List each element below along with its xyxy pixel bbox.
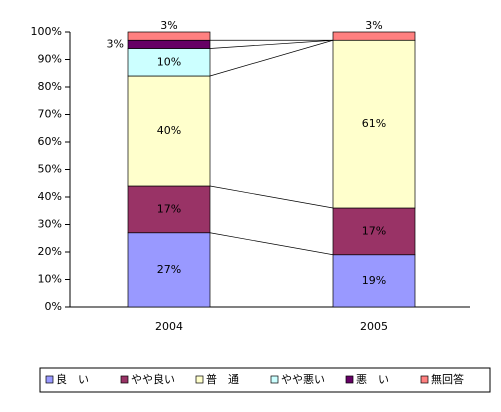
bar-segment	[332, 39, 416, 209]
legend-label: 普 通	[206, 372, 239, 386]
legend-swatch	[345, 375, 354, 384]
y-tick-label: 100%	[31, 25, 62, 38]
legend-swatch	[45, 375, 54, 384]
bar-segment	[127, 75, 211, 187]
bar-segment	[332, 207, 416, 256]
legend-label: 良 い	[56, 372, 89, 386]
series-line	[209, 39, 334, 77]
y-tick-label: 10%	[38, 273, 62, 286]
data-label: 19%	[362, 274, 386, 287]
legend-label: やや良い	[131, 372, 175, 386]
x-tick-label: 2004	[155, 320, 183, 333]
data-label: 61%	[362, 117, 386, 130]
y-tick-label: 60%	[38, 135, 62, 148]
legend-box	[39, 367, 491, 393]
data-label: 17%	[362, 224, 386, 237]
bar-segment	[332, 31, 416, 41]
bar-segment	[127, 48, 211, 77]
bar-segment	[127, 31, 211, 41]
bar-segment	[127, 185, 211, 234]
y-tick-label: 0%	[45, 300, 62, 313]
legend-swatch	[120, 375, 129, 384]
y-tick-label: 30%	[38, 218, 62, 231]
series-line	[209, 185, 334, 209]
legend-swatch	[420, 375, 429, 384]
legend-swatch	[195, 375, 204, 384]
y-tick-label: 90%	[38, 53, 62, 66]
legend-label: 悪 い	[356, 373, 389, 386]
bar-segment	[127, 232, 211, 308]
data-label: 3%	[160, 19, 177, 32]
series-line	[209, 39, 334, 49]
bar-segment	[127, 39, 211, 49]
legend-swatch	[270, 375, 279, 384]
data-label: 27%	[157, 263, 181, 276]
data-label: 3%	[107, 37, 124, 50]
legend-label: やや悪い	[281, 373, 325, 386]
bar-segment	[332, 254, 416, 308]
y-tick-label: 80%	[38, 80, 62, 93]
series-line	[209, 232, 334, 256]
data-label: 10%	[157, 55, 181, 68]
y-tick-label: 50%	[38, 163, 62, 176]
y-tick-label: 40%	[38, 190, 62, 203]
legend-label: 無回答	[431, 372, 464, 386]
y-tick-label: 70%	[38, 108, 62, 121]
data-label: 17%	[157, 202, 181, 215]
x-tick-label: 2005	[360, 320, 388, 333]
data-label: 3%	[365, 19, 382, 32]
data-label: 40%	[157, 124, 181, 137]
y-tick-label: 20%	[38, 245, 62, 258]
